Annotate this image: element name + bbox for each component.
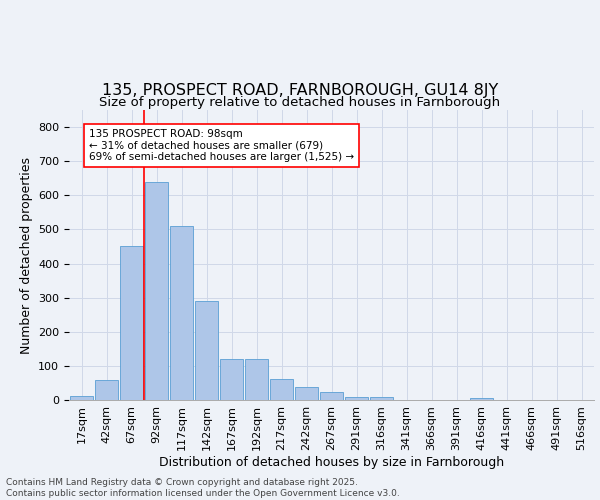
Bar (119, 246, 143, 400)
Bar (245, 359, 268, 400)
Bar (470, 398, 493, 400)
Text: Contains HM Land Registry data © Crown copyright and database right 2025.
Contai: Contains HM Land Registry data © Crown c… (6, 478, 400, 498)
Text: 135 PROSPECT ROAD: 98sqm
← 31% of detached houses are smaller (679)
69% of semi-: 135 PROSPECT ROAD: 98sqm ← 31% of detach… (89, 129, 354, 162)
Bar (170, 226, 193, 400)
Bar (95, 380, 118, 400)
Bar (194, 301, 218, 400)
Bar (295, 387, 319, 400)
Bar (220, 359, 244, 400)
Bar (320, 392, 343, 400)
Bar (145, 182, 169, 400)
Bar (70, 396, 94, 400)
Text: Size of property relative to detached houses in Farnborough: Size of property relative to detached ho… (100, 96, 500, 109)
Y-axis label: Number of detached properties: Number of detached properties (20, 156, 32, 354)
Bar (370, 398, 394, 400)
Text: 135, PROSPECT ROAD, FARNBOROUGH, GU14 8JY: 135, PROSPECT ROAD, FARNBOROUGH, GU14 8J… (102, 82, 498, 98)
Bar (269, 379, 293, 400)
Bar (344, 397, 368, 400)
X-axis label: Distribution of detached houses by size in Farnborough: Distribution of detached houses by size … (159, 456, 504, 468)
